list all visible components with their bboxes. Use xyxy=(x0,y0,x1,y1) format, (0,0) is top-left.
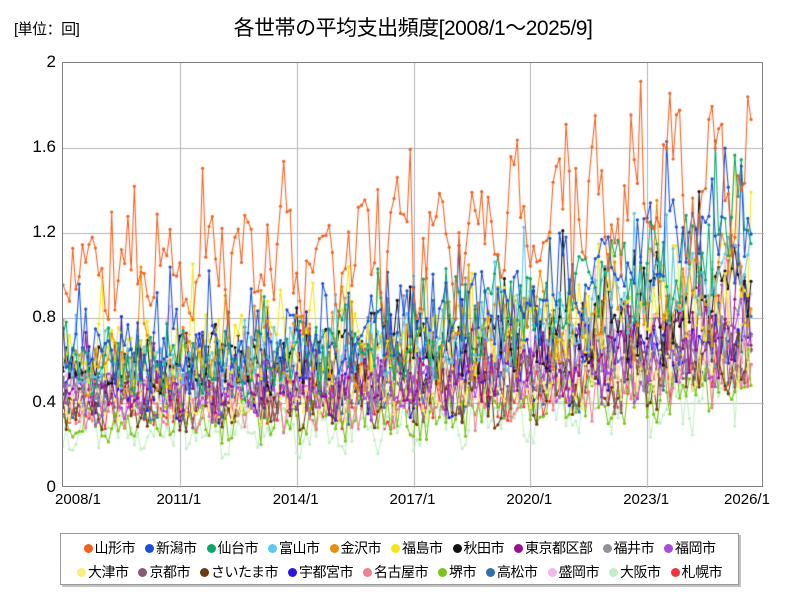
legend-label: 山形市 xyxy=(94,540,136,556)
plot-area xyxy=(62,62,764,488)
legend-marker-icon xyxy=(452,543,462,553)
legend-item-秋田市[interactable]: 秋田市 xyxy=(452,540,505,556)
legend-item-福島市[interactable]: 福島市 xyxy=(391,541,443,555)
legend-item-大津市[interactable]: 大津市 xyxy=(76,564,129,580)
legend-item-金沢市[interactable]: 金沢市 xyxy=(329,540,382,556)
legend-marker-icon xyxy=(206,543,216,553)
legend-item-高松市[interactable]: 高松市 xyxy=(486,565,538,579)
x-tick-label: 2014/1 xyxy=(272,491,319,508)
legend-item-新潟市[interactable]: 新潟市 xyxy=(145,541,197,555)
legend-item-仙台市[interactable]: 仙台市 xyxy=(206,540,259,556)
legend-label: 京都市 xyxy=(149,564,190,580)
legend-label: 福島市 xyxy=(402,540,443,556)
legend-marker-icon xyxy=(83,543,93,553)
legend-item-盛岡市[interactable]: 盛岡市 xyxy=(547,564,600,580)
y-tick-label: 0.8 xyxy=(32,307,56,326)
legend-label: 高松市 xyxy=(497,564,538,580)
legend-label: 福岡市 xyxy=(675,540,716,556)
legend-item-堺市[interactable]: 堺市 xyxy=(438,564,477,580)
legend-marker-icon xyxy=(664,543,673,553)
series-layer xyxy=(63,63,764,488)
legend-item-福井市[interactable]: 福井市 xyxy=(602,540,655,556)
legend-label: 大津市 xyxy=(87,564,129,580)
legend-marker-icon xyxy=(609,567,619,577)
legend-label: 東京都区部 xyxy=(525,540,593,556)
legend-label: 新潟市 xyxy=(156,540,197,556)
legend-marker-icon xyxy=(288,567,298,577)
legend-label: 札幌市 xyxy=(681,564,723,580)
legend-marker-icon xyxy=(199,567,209,577)
chart-legend: 山形市 新潟市 仙台市 富山市 金沢市 福島市 秋田市 東京都区部 福井市 福岡市 大津市 京都市 さ… xyxy=(60,533,739,585)
y-tick-label: 0 xyxy=(46,477,56,496)
legend-label: 堺市 xyxy=(449,564,477,580)
x-tick-label: 2020/1 xyxy=(506,491,553,508)
x-tick-label: 2023/1 xyxy=(623,491,670,508)
legend-label: 福井市 xyxy=(613,540,655,556)
x-tick-label: 2008/1 xyxy=(55,491,101,508)
legend-marker-icon xyxy=(547,567,557,577)
legend-label: 秋田市 xyxy=(463,540,505,556)
legend-item-山形市[interactable]: 山形市 xyxy=(83,540,136,556)
legend-marker-icon xyxy=(76,567,86,577)
legend-item-札幌市[interactable]: 札幌市 xyxy=(670,564,723,580)
legend-label: 金沢市 xyxy=(340,540,382,556)
legend-marker-icon xyxy=(268,543,277,553)
legend-row: 大津市 京都市 さいたま市 宇都宮市 名古屋市 堺市 高松市 盛岡市 大阪市 札幌市 xyxy=(61,560,738,584)
legend-marker-icon xyxy=(329,543,339,553)
x-tick-label: 2011/1 xyxy=(156,491,202,508)
legend-marker-icon xyxy=(438,567,448,577)
legend-label: 宇都宮市 xyxy=(299,564,354,580)
legend-label: さいたま市 xyxy=(210,564,279,580)
legend-marker-icon xyxy=(486,567,496,577)
legend-row: 山形市 新潟市 仙台市 富山市 金沢市 福島市 秋田市 東京都区部 福井市 福岡市 xyxy=(61,536,738,560)
x-tick-label: 2017/1 xyxy=(389,491,436,508)
legend-item-名古屋市[interactable]: 名古屋市 xyxy=(363,564,429,580)
x-tick-label: 2026/1 xyxy=(724,491,770,508)
legend-marker-icon xyxy=(514,543,523,553)
legend-item-さいたま市[interactable]: さいたま市 xyxy=(199,564,279,580)
legend-item-宇都宮市[interactable]: 宇都宮市 xyxy=(288,564,354,580)
legend-marker-icon xyxy=(138,567,148,577)
legend-item-大阪市[interactable]: 大阪市 xyxy=(609,565,661,579)
legend-marker-icon xyxy=(670,567,680,577)
legend-item-京都市[interactable]: 京都市 xyxy=(138,565,190,579)
unit-label: [単位：回] xyxy=(14,21,80,38)
legend-item-東京都区部[interactable]: 東京都区部 xyxy=(514,541,593,555)
legend-label: 富山市 xyxy=(279,540,320,556)
legend-marker-icon xyxy=(145,543,154,553)
y-tick-label: 0.4 xyxy=(32,392,56,411)
legend-label: 名古屋市 xyxy=(374,564,429,580)
chart-title: 各世帯の平均支出頻度[2008/1～2025/9] xyxy=(233,17,593,40)
legend-marker-icon xyxy=(391,543,400,553)
legend-marker-icon xyxy=(602,543,612,553)
y-tick-label: 1.6 xyxy=(32,137,56,156)
legend-label: 盛岡市 xyxy=(558,564,600,580)
legend-item-富山市[interactable]: 富山市 xyxy=(268,541,320,555)
legend-label: 仙台市 xyxy=(217,540,259,556)
legend-item-福岡市[interactable]: 福岡市 xyxy=(664,541,716,555)
legend-marker-icon xyxy=(363,567,373,577)
legend-label: 大阪市 xyxy=(620,564,661,580)
y-tick-label: 2 xyxy=(46,52,56,71)
y-tick-label: 1.2 xyxy=(32,222,56,241)
